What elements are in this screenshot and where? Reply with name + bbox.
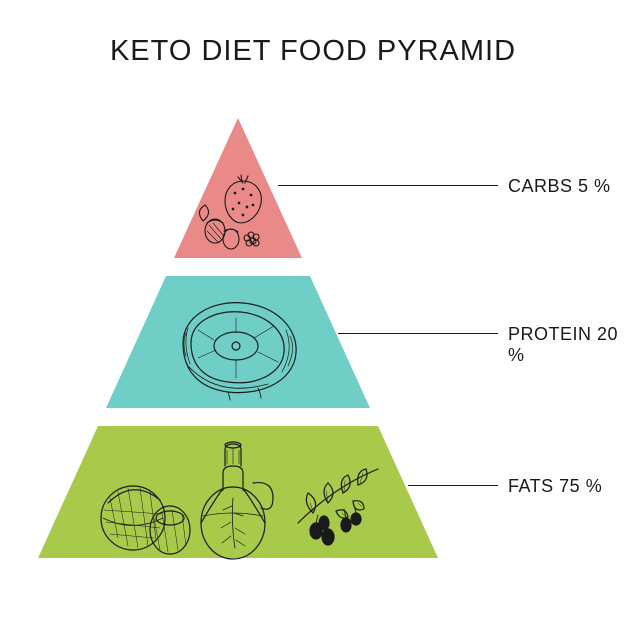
tier-protein: [106, 276, 370, 408]
leader-fats: [408, 485, 498, 486]
page-title: KETO DIET FOOD PYRAMID: [0, 35, 626, 68]
tier-carbs: [174, 118, 302, 258]
leader-carbs: [278, 185, 498, 186]
label-carbs: CARBS 5 %: [508, 176, 611, 197]
leader-protein: [338, 333, 498, 334]
label-protein: PROTEIN 20 %: [508, 324, 626, 366]
label-fats: FATS 75 %: [508, 476, 602, 497]
tier-fats: [38, 426, 438, 558]
food-pyramid: [38, 118, 438, 558]
